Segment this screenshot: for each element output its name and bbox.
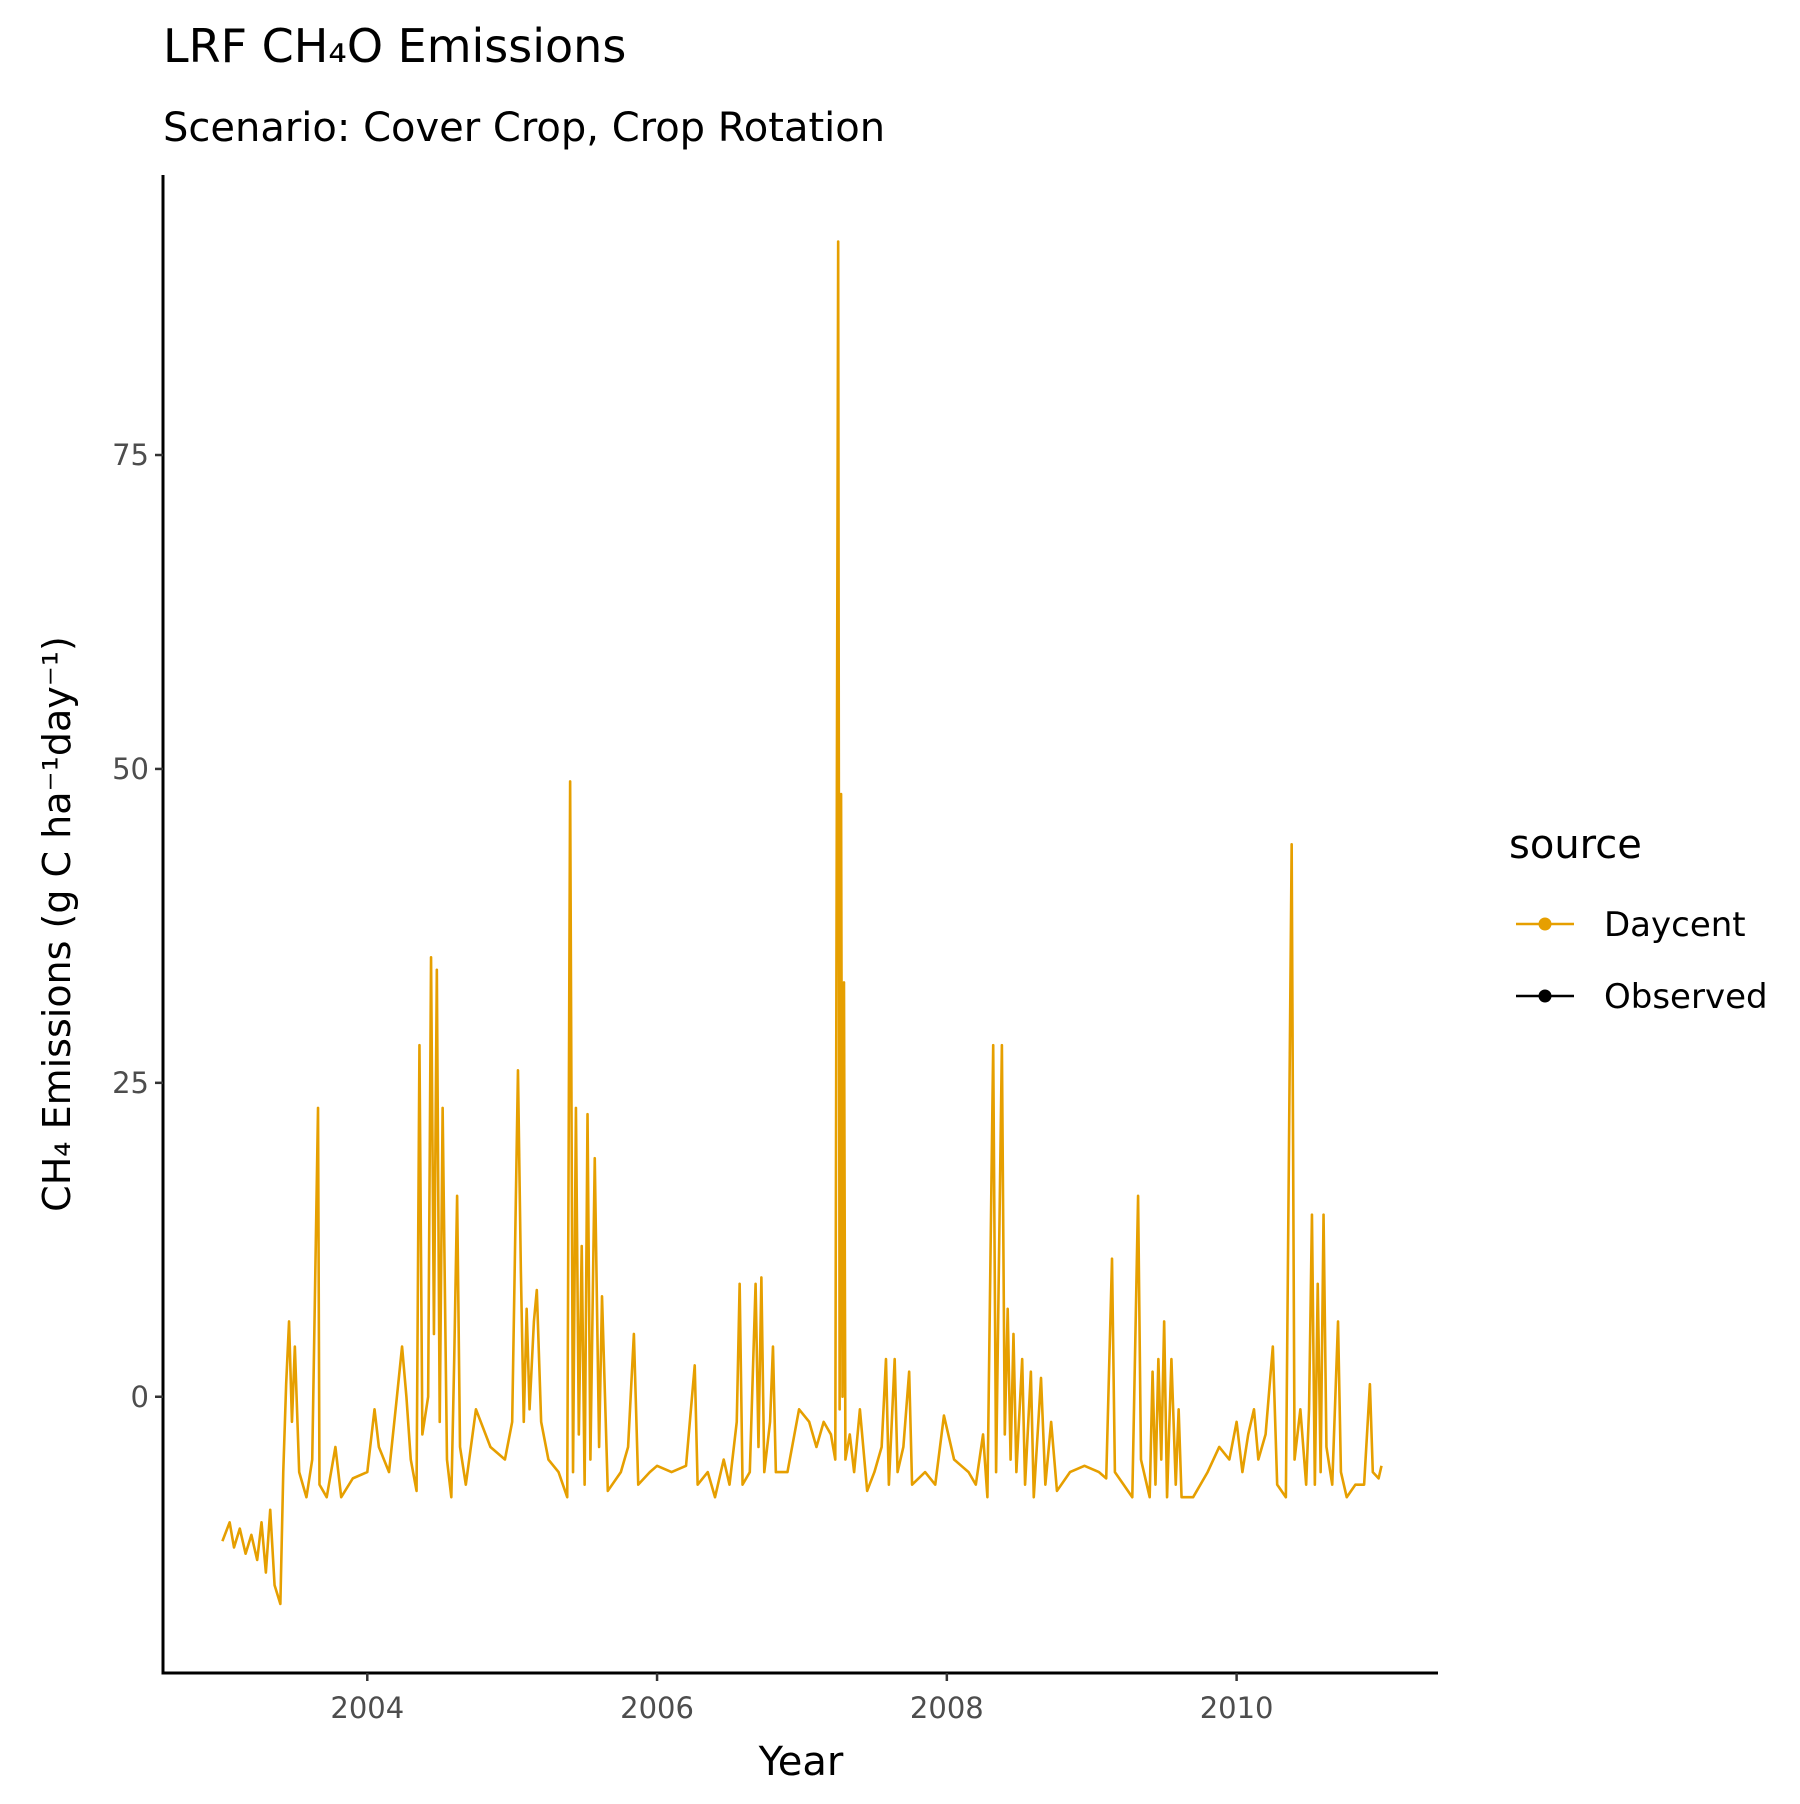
y-tick-label: 75 <box>112 438 149 472</box>
legend-title: source <box>1509 822 1642 868</box>
x-axis-title: Year <box>758 1739 844 1785</box>
x-tick-label: 2004 <box>330 1691 404 1725</box>
legend-label: Daycent <box>1604 905 1746 945</box>
legend-key-point <box>1538 989 1552 1003</box>
x-tick-label: 2008 <box>910 1691 984 1725</box>
y-tick-label: 0 <box>131 1380 149 1414</box>
chart-subtitle: Scenario: Cover Crop, Crop Rotation <box>163 105 885 151</box>
legend-key-point <box>1538 917 1552 931</box>
x-tick-label: 2010 <box>1200 1691 1274 1725</box>
series-line <box>221 240 1383 1606</box>
chart-title: LRF CH₄O Emissions <box>163 19 626 73</box>
x-tick-label: 2006 <box>620 1691 694 1725</box>
legend-label: Observed <box>1604 977 1768 1017</box>
y-tick-label: 50 <box>112 752 149 786</box>
y-axis-title: CH₄ Emissions (g C ha⁻¹day⁻¹) <box>35 636 79 1212</box>
y-tick-label: 25 <box>112 1066 149 1100</box>
